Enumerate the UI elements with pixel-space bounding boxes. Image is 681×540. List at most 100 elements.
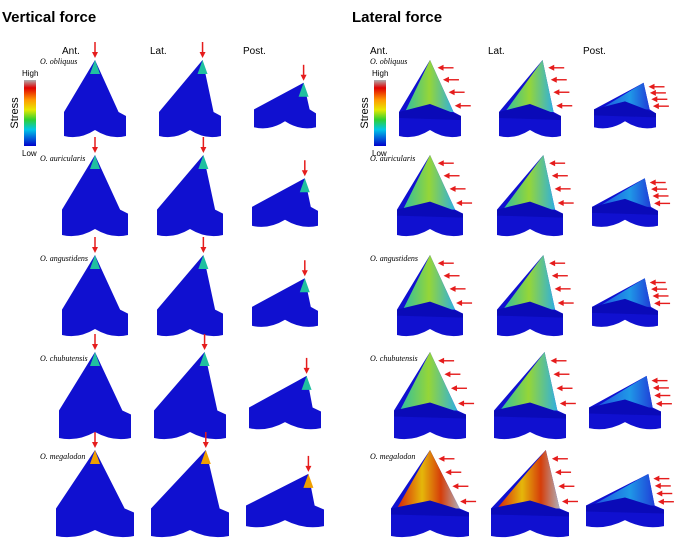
legend-low: Low bbox=[22, 149, 37, 158]
arrow-head bbox=[655, 483, 661, 489]
arrow-head bbox=[458, 400, 464, 406]
legend-high: High bbox=[22, 69, 38, 78]
arrow-head bbox=[302, 170, 308, 176]
tooth bbox=[249, 376, 321, 429]
arrow-head bbox=[202, 344, 208, 350]
species-label: O. angustidens bbox=[40, 254, 88, 263]
tooth bbox=[254, 83, 316, 129]
arrow-head bbox=[438, 260, 444, 266]
view-label: Ant. bbox=[370, 46, 388, 57]
arrow-head bbox=[200, 247, 206, 253]
arrow-head bbox=[450, 286, 456, 292]
arrow-head bbox=[652, 378, 658, 384]
tooth bbox=[252, 278, 318, 327]
arrow-head bbox=[450, 186, 456, 192]
arrow-head bbox=[444, 371, 450, 377]
tooth bbox=[157, 255, 223, 336]
arrow-head bbox=[555, 186, 561, 192]
legend-bar bbox=[24, 80, 36, 146]
stress-field bbox=[500, 352, 557, 411]
arrow-head bbox=[556, 103, 562, 109]
arrow-head bbox=[552, 173, 558, 179]
arrow-head bbox=[553, 371, 559, 377]
stress-field bbox=[503, 155, 555, 210]
species-label: O. obliquus bbox=[40, 57, 77, 66]
stress-field bbox=[503, 255, 555, 310]
tooth bbox=[154, 352, 226, 439]
arrow-head bbox=[560, 400, 566, 406]
arrow-head bbox=[92, 247, 98, 253]
panel-title: Lateral force bbox=[352, 9, 442, 26]
arrow-head bbox=[562, 498, 568, 504]
legend-label: Stress bbox=[9, 97, 21, 129]
tooth bbox=[159, 60, 221, 137]
arrow-head bbox=[449, 89, 455, 95]
arrow-head bbox=[548, 65, 554, 71]
arrow-head bbox=[552, 273, 558, 279]
species-label: O. megalodon bbox=[40, 452, 85, 461]
species-label: O. megalodon bbox=[370, 452, 415, 461]
arrow-head bbox=[658, 499, 664, 505]
arrow-head bbox=[456, 300, 462, 306]
arrow-head bbox=[650, 180, 656, 186]
arrow-head bbox=[302, 270, 308, 276]
arrow-head bbox=[92, 52, 98, 58]
arrow-head bbox=[550, 358, 556, 364]
arrow-head bbox=[649, 84, 655, 90]
arrow-head bbox=[549, 160, 555, 166]
legend-label: Stress bbox=[359, 97, 371, 129]
arrow-head bbox=[443, 77, 449, 83]
arrow-head bbox=[456, 200, 462, 206]
arrow-head bbox=[654, 200, 660, 206]
panel-title: Vertical force bbox=[2, 9, 96, 26]
arrow-head bbox=[444, 273, 450, 279]
arrow-head bbox=[460, 498, 466, 504]
arrow-head bbox=[301, 75, 307, 81]
arrow-head bbox=[92, 147, 98, 153]
arrow-head bbox=[455, 103, 461, 109]
species-label: O. angustidens bbox=[370, 254, 418, 263]
arrow-head bbox=[656, 491, 662, 497]
arrow-head bbox=[653, 476, 659, 482]
arrow-head bbox=[651, 286, 657, 292]
arrow-head bbox=[651, 186, 657, 192]
species-label: O. obliquus bbox=[370, 57, 407, 66]
arrow-head bbox=[553, 89, 559, 95]
arrow-head bbox=[552, 456, 558, 462]
tooth bbox=[151, 450, 229, 537]
arrow-head bbox=[444, 173, 450, 179]
view-label: Lat. bbox=[150, 46, 167, 57]
arrow-head bbox=[92, 344, 98, 350]
species-label: O. chubutensis bbox=[40, 354, 88, 363]
view-label: Post. bbox=[583, 46, 606, 57]
tooth bbox=[157, 155, 223, 236]
view-label: Lat. bbox=[488, 46, 505, 57]
arrow-head bbox=[438, 160, 444, 166]
arrow-head bbox=[653, 193, 659, 199]
arrow-head bbox=[452, 483, 458, 489]
arrow-head bbox=[551, 77, 557, 83]
view-label: Post. bbox=[243, 46, 266, 57]
arrow-head bbox=[200, 147, 206, 153]
arrow-head bbox=[653, 385, 659, 391]
arrow-head bbox=[558, 200, 564, 206]
tooth bbox=[252, 178, 318, 227]
arrow-head bbox=[557, 385, 563, 391]
arrow-head bbox=[304, 368, 310, 374]
arrow-head bbox=[654, 393, 660, 399]
arrow-head bbox=[653, 293, 659, 299]
arrow-head bbox=[438, 358, 444, 364]
arrow-head bbox=[555, 286, 561, 292]
arrow-head bbox=[656, 401, 662, 407]
arrow-head bbox=[558, 483, 564, 489]
arrow-head bbox=[92, 442, 98, 448]
arrow-head bbox=[451, 385, 457, 391]
species-label: O. chubutensis bbox=[370, 354, 418, 363]
legend-high: High bbox=[372, 69, 388, 78]
species-label: O. auricularis bbox=[370, 154, 415, 163]
arrow-head bbox=[651, 96, 657, 102]
arrow-head bbox=[438, 456, 444, 462]
arrow-head bbox=[558, 300, 564, 306]
arrow-head bbox=[653, 103, 659, 109]
legend-bar bbox=[374, 80, 386, 146]
